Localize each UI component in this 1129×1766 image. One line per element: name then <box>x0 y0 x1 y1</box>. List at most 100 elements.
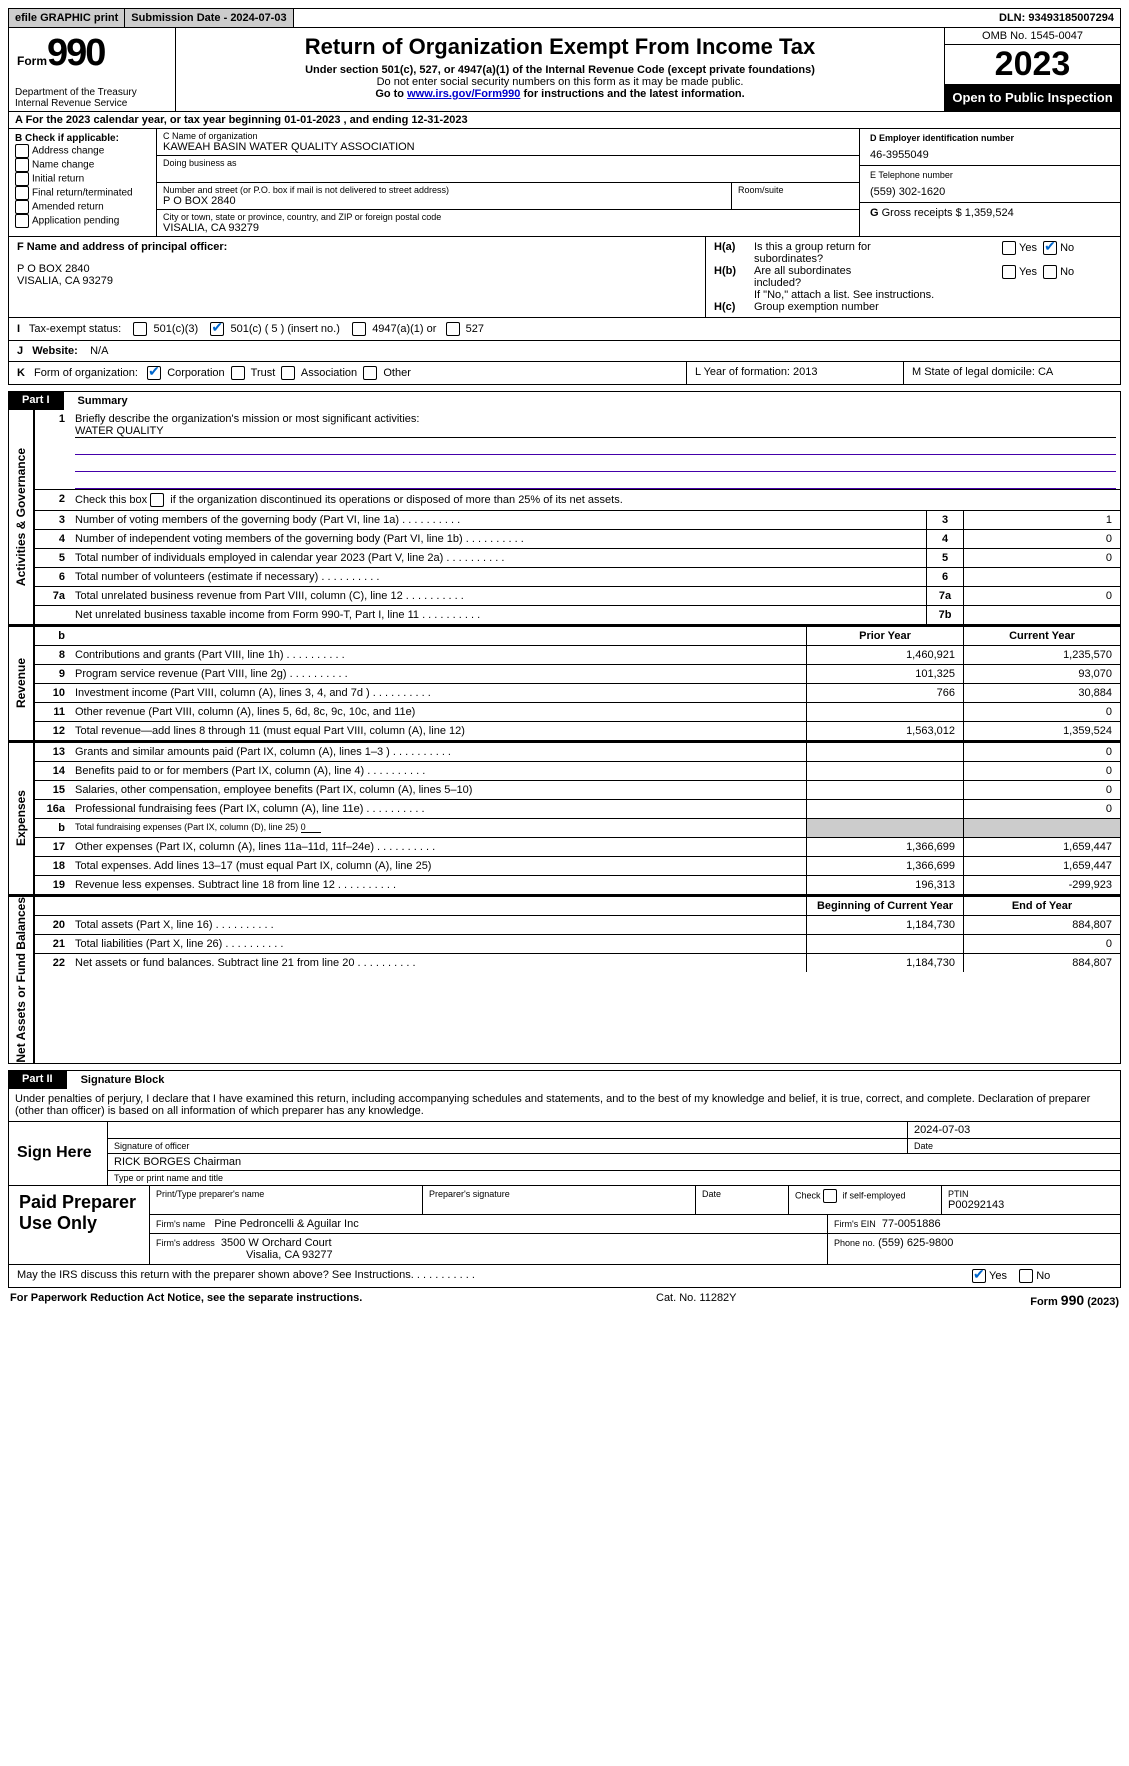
addr-street: P O BOX 2840 <box>163 195 725 207</box>
city-value: VISALIA, CA 93279 <box>163 222 853 234</box>
chk-discontinued[interactable] <box>150 493 164 507</box>
dba-label: Doing business as <box>163 158 853 168</box>
val-7b <box>963 606 1120 624</box>
c21: 0 <box>963 935 1120 953</box>
c22: 884,807 <box>963 954 1120 972</box>
state-domicile: M State of legal domicile: CA <box>904 362 1120 384</box>
section-net-assets: Net Assets or Fund Balances Beginning of… <box>8 895 1121 1064</box>
chk-corporation[interactable] <box>147 366 161 380</box>
ein-value: 46-3955049 <box>870 143 1110 161</box>
row-f-h: F Name and address of principal officer:… <box>8 237 1121 318</box>
form-number: Form990 <box>17 32 167 75</box>
p9: 101,325 <box>806 665 963 683</box>
dln: DLN: 93493185007294 <box>993 9 1120 27</box>
hb-yes[interactable] <box>1002 265 1016 279</box>
c13: 0 <box>963 743 1120 761</box>
chk-final-return[interactable]: Final return/terminated <box>15 186 150 200</box>
chk-self-employed[interactable] <box>823 1189 837 1203</box>
c16a: 0 <box>963 800 1120 818</box>
ha-yes[interactable] <box>1002 241 1016 255</box>
page-footer: For Paperwork Reduction Act Notice, see … <box>8 1288 1121 1312</box>
discuss-no[interactable] <box>1019 1269 1033 1283</box>
sign-here-block: Sign Here 2024-07-03 Signature of office… <box>8 1122 1121 1186</box>
c14: 0 <box>963 762 1120 780</box>
p19: 196,313 <box>806 876 963 894</box>
c18: 1,659,447 <box>963 857 1120 875</box>
c9: 93,070 <box>963 665 1120 683</box>
chk-527[interactable] <box>446 322 460 336</box>
officer-name: RICK BORGES Chairman <box>108 1154 1120 1170</box>
firm-phone: (559) 625-9800 <box>878 1237 953 1249</box>
officer-addr2: VISALIA, CA 93279 <box>17 275 697 287</box>
form990-link[interactable]: www.irs.gov/Form990 <box>407 88 520 100</box>
box-f: F Name and address of principal officer:… <box>9 237 706 317</box>
p16a <box>806 800 963 818</box>
paid-preparer-block: Paid Preparer Use Only Print/Type prepar… <box>8 1186 1121 1265</box>
firm-ein: 77-0051886 <box>882 1218 941 1230</box>
section-expenses: Expenses 13Grants and similar amounts pa… <box>8 741 1121 895</box>
section-revenue: Revenue bPrior YearCurrent Year 8Contrib… <box>8 625 1121 741</box>
dept-treasury: Department of the Treasury <box>15 87 137 98</box>
year-formation: L Year of formation: 2013 <box>687 362 904 384</box>
firm-name: Pine Pedroncelli & Aguilar Inc <box>214 1218 358 1230</box>
chk-amended-return[interactable]: Amended return <box>15 200 150 214</box>
form-subtitle: Under section 501(c), 527, or 4947(a)(1)… <box>184 64 936 76</box>
efile-label: efile GRAPHIC print <box>9 9 125 27</box>
telephone-label: E Telephone number <box>870 170 1110 180</box>
ha-no[interactable] <box>1043 241 1057 255</box>
chk-501c3[interactable] <box>133 322 147 336</box>
ssn-note: Do not enter social security numbers on … <box>184 76 936 88</box>
chk-application-pending[interactable]: Application pending <box>15 214 150 228</box>
c12: 1,359,524 <box>963 722 1120 740</box>
chk-initial-return[interactable]: Initial return <box>15 172 150 186</box>
ptin-value: P00292143 <box>948 1199 1114 1211</box>
chk-other[interactable] <box>363 366 377 380</box>
chk-association[interactable] <box>281 366 295 380</box>
discuss-yes[interactable] <box>972 1269 986 1283</box>
addr-label: Number and street (or P.O. box if mail i… <box>163 185 725 195</box>
c15: 0 <box>963 781 1120 799</box>
chk-trust[interactable] <box>231 366 245 380</box>
firm-addr1: 3500 W Orchard Court <box>221 1237 332 1249</box>
telephone-value: (559) 302-1620 <box>870 180 1110 198</box>
c20: 884,807 <box>963 916 1120 934</box>
c8: 1,235,570 <box>963 646 1120 664</box>
chk-501c[interactable] <box>210 322 224 336</box>
p10: 766 <box>806 684 963 702</box>
val-5: 0 <box>963 549 1120 567</box>
city-label: City or town, state or province, country… <box>163 212 853 222</box>
box-c: C Name of organization KAWEAH BASIN WATE… <box>157 129 860 236</box>
c10: 30,884 <box>963 684 1120 702</box>
tax-year-bar: A For the 2023 calendar year, or tax yea… <box>8 112 1121 129</box>
hc-text: Group exemption number <box>754 301 879 313</box>
hb-note: If "No," attach a list. See instructions… <box>714 289 1112 301</box>
box-h: H(a) Is this a group return for subordin… <box>706 237 1120 317</box>
chk-address-change[interactable]: Address change <box>15 144 150 158</box>
chk-name-change[interactable]: Name change <box>15 158 150 172</box>
val-7a: 0 <box>963 587 1120 605</box>
form-title: Return of Organization Exempt From Incom… <box>184 34 936 60</box>
row-klm: K Form of organization: Corporation Trus… <box>8 362 1121 385</box>
form-header: Form990 Department of the Treasury Inter… <box>8 28 1121 112</box>
p15 <box>806 781 963 799</box>
p11 <box>806 703 963 721</box>
p13 <box>806 743 963 761</box>
p17: 1,366,699 <box>806 838 963 856</box>
hb-no[interactable] <box>1043 265 1057 279</box>
p14 <box>806 762 963 780</box>
box-b: B Check if applicable: Address change Na… <box>9 129 157 236</box>
website-value: N/A <box>90 345 108 357</box>
val-4: 0 <box>963 530 1120 548</box>
p8: 1,460,921 <box>806 646 963 664</box>
box-deg: D Employer identification number 46-3955… <box>860 129 1120 236</box>
perjury-text: Under penalties of perjury, I declare th… <box>8 1089 1121 1122</box>
sig-date: 2024-07-03 <box>907 1122 1120 1138</box>
val-3: 1 <box>963 511 1120 529</box>
chk-4947[interactable] <box>352 322 366 336</box>
p12: 1,563,012 <box>806 722 963 740</box>
tax-year: 2023 <box>945 45 1120 84</box>
submission-date: Submission Date - 2024-07-03 <box>125 9 293 27</box>
mission-text: WATER QUALITY <box>75 425 164 437</box>
open-to-public: Open to Public Inspection <box>945 84 1120 111</box>
top-bar: efile GRAPHIC print Submission Date - 20… <box>8 8 1121 28</box>
